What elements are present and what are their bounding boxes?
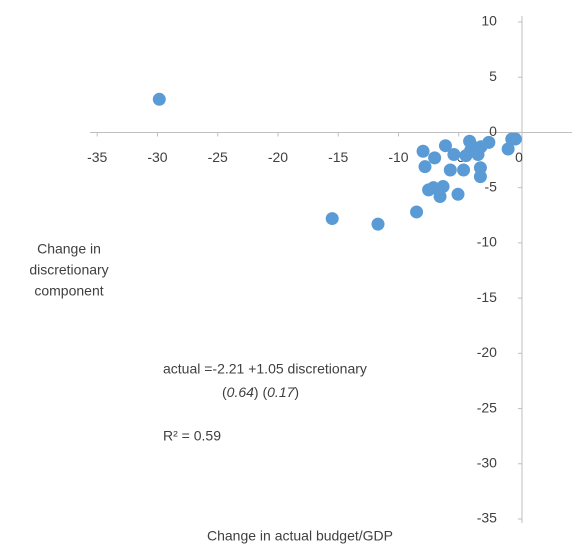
point xyxy=(426,181,440,195)
x-tick-label: -30 xyxy=(147,149,167,165)
point xyxy=(152,92,166,106)
point xyxy=(428,151,442,165)
point xyxy=(418,160,432,174)
y-tick-label: -15 xyxy=(477,289,497,305)
point xyxy=(457,163,471,177)
annotation: (0.64) (0.17) xyxy=(222,384,299,400)
point xyxy=(482,135,496,149)
point xyxy=(436,180,450,194)
x-tick-label: -15 xyxy=(328,149,348,165)
point xyxy=(371,217,385,231)
y-tick-label: 0 xyxy=(489,123,497,139)
x-tick-label: -20 xyxy=(268,149,288,165)
annotation: R² = 0.59 xyxy=(163,428,221,444)
point xyxy=(447,148,461,162)
point xyxy=(443,163,457,177)
point xyxy=(508,132,522,146)
x-tick-label: -10 xyxy=(388,149,408,165)
y-axis-label: Change in xyxy=(37,241,101,257)
y-tick-label: -10 xyxy=(477,234,497,250)
x-axis-label: Change in actual budget/GDP xyxy=(207,528,393,544)
y-tick-label: -20 xyxy=(477,344,497,360)
y-tick-label: -5 xyxy=(485,178,498,194)
x-tick-label: -25 xyxy=(208,149,228,165)
point xyxy=(438,139,452,153)
y-tick-label: -35 xyxy=(477,510,497,526)
point xyxy=(451,187,465,201)
point xyxy=(325,212,339,226)
x-tick-label: 0 xyxy=(515,149,523,165)
point xyxy=(416,144,430,158)
annotation: actual =-2.21 +1.05 discretionary xyxy=(163,361,367,377)
x-tick-label: -35 xyxy=(87,149,107,165)
y-tick-label: 10 xyxy=(481,13,497,29)
point xyxy=(410,205,424,219)
point xyxy=(433,190,447,204)
point xyxy=(473,170,487,184)
y-tick-label: -30 xyxy=(477,454,497,470)
y-axis-label: component xyxy=(34,283,103,299)
y-tick-label: -25 xyxy=(477,399,497,415)
point xyxy=(501,142,515,156)
y-axis-label: discretionary xyxy=(29,262,108,278)
y-tick-label: 5 xyxy=(489,68,497,84)
